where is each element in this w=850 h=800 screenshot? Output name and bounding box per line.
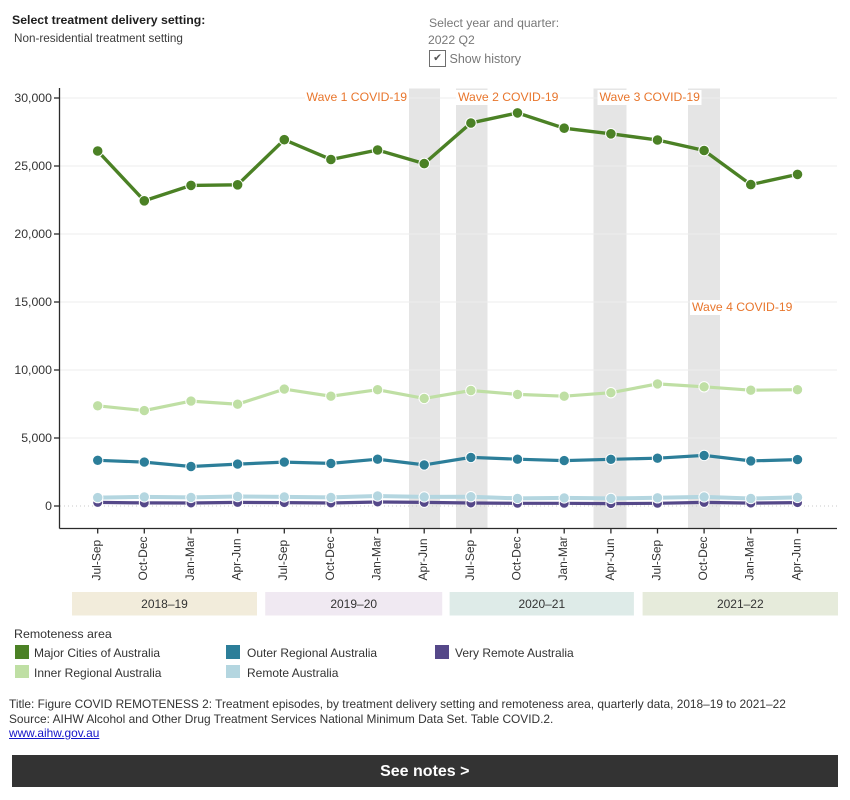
svg-text:2019–20: 2019–20: [330, 597, 377, 611]
svg-text:Oct-Dec: Oct-Dec: [136, 536, 150, 580]
svg-text:Jan-Mar: Jan-Mar: [743, 536, 757, 580]
svg-text:2020–21: 2020–21: [518, 597, 565, 611]
svg-text:Jul-Sep: Jul-Sep: [276, 539, 290, 580]
svg-text:Jul-Sep: Jul-Sep: [90, 539, 104, 580]
svg-text:25,000: 25,000: [14, 159, 52, 173]
svg-text:2021–22: 2021–22: [717, 597, 764, 611]
svg-text:Apr-Jun: Apr-Jun: [603, 538, 617, 580]
svg-text:Oct-Dec: Oct-Dec: [323, 536, 337, 580]
svg-text:2018–19: 2018–19: [141, 597, 188, 611]
svg-text:20,000: 20,000: [14, 227, 52, 241]
svg-text:Jul-Sep: Jul-Sep: [463, 539, 477, 580]
svg-text:Jan-Mar: Jan-Mar: [370, 536, 384, 580]
svg-text:Apr-Jun: Apr-Jun: [416, 538, 430, 580]
svg-text:5,000: 5,000: [21, 431, 52, 445]
svg-text:10,000: 10,000: [14, 363, 52, 377]
svg-text:Wave 4 COVID-19: Wave 4 COVID-19: [692, 300, 793, 314]
svg-text:15,000: 15,000: [14, 295, 52, 309]
svg-text:Oct-Dec: Oct-Dec: [509, 536, 523, 580]
svg-text:0: 0: [45, 499, 52, 513]
svg-text:Apr-Jun: Apr-Jun: [230, 538, 244, 580]
svg-text:Jul-Sep: Jul-Sep: [649, 539, 663, 580]
svg-text:Jan-Mar: Jan-Mar: [556, 536, 570, 580]
svg-text:Jan-Mar: Jan-Mar: [183, 536, 197, 580]
svg-text:Wave 3 COVID-19: Wave 3 COVID-19: [600, 90, 701, 104]
svg-text:Oct-Dec: Oct-Dec: [696, 536, 710, 580]
svg-text:Wave 1 COVID-19: Wave 1 COVID-19: [307, 90, 408, 104]
svg-text:Apr-Jun: Apr-Jun: [789, 538, 803, 580]
svg-text:Wave 2 COVID-19: Wave 2 COVID-19: [458, 90, 559, 104]
svg-text:30,000: 30,000: [14, 91, 52, 105]
